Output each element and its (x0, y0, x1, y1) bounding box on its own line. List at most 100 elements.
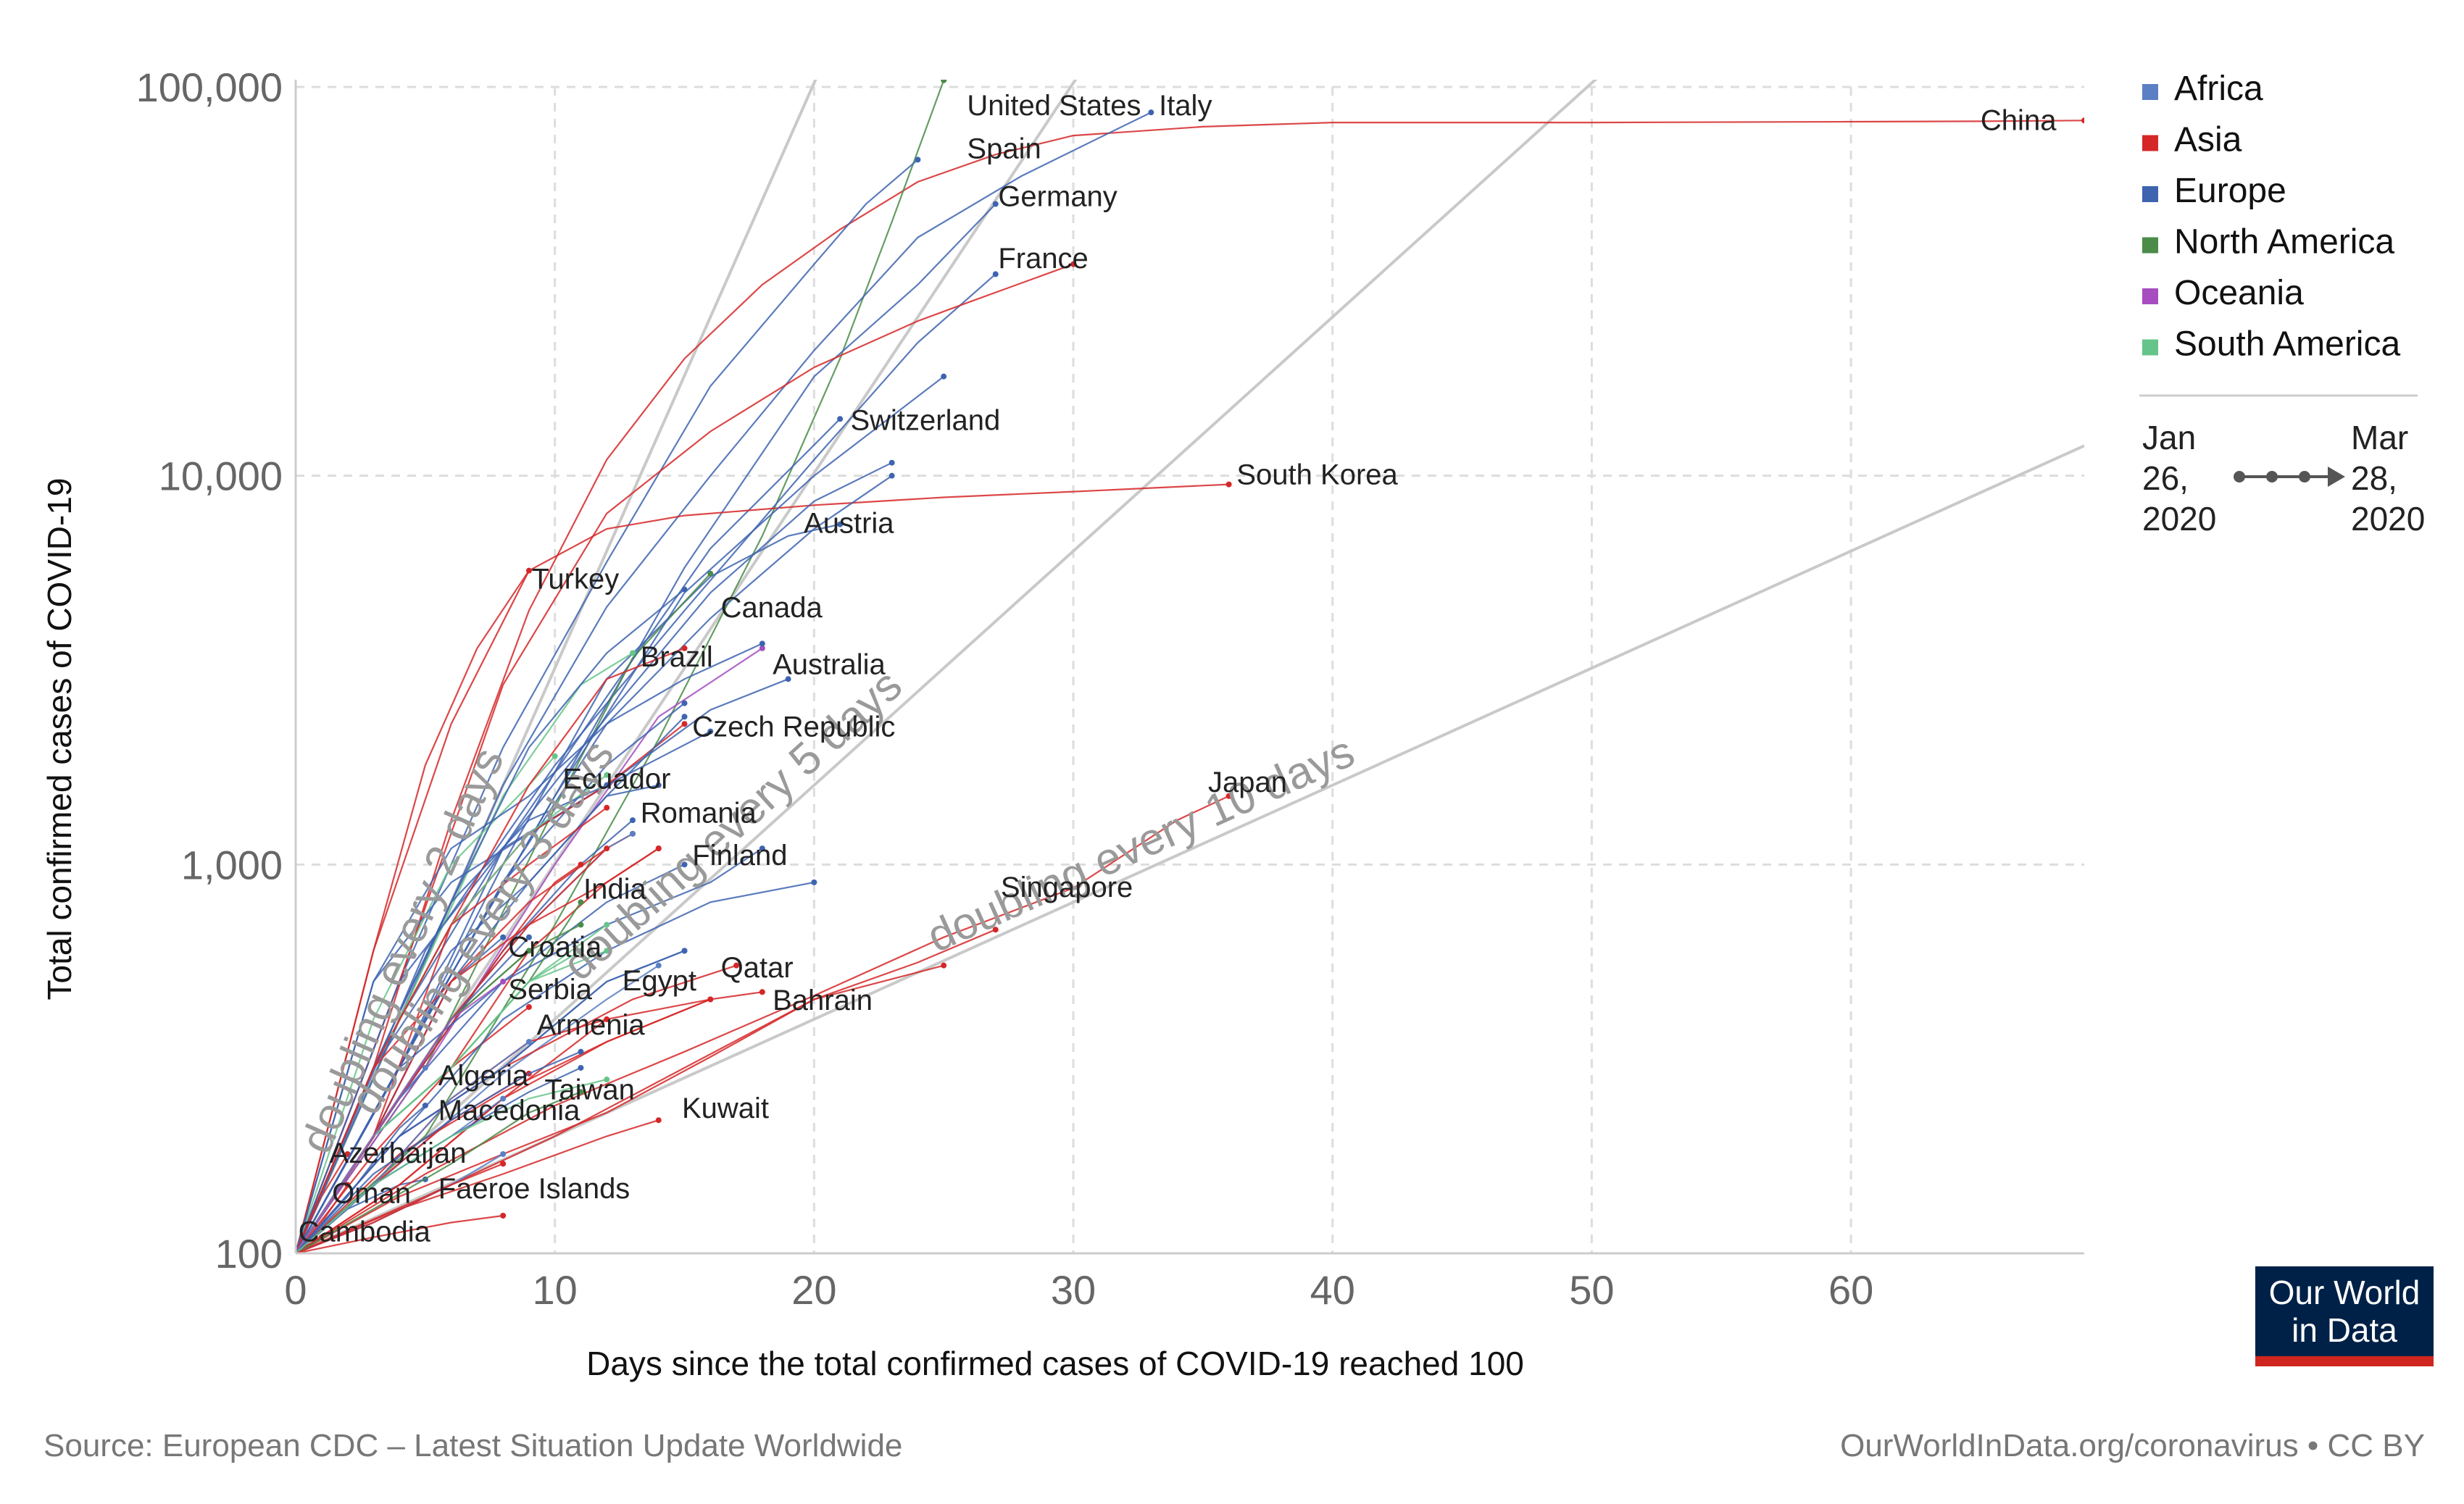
country-label: Czech Republic (692, 711, 895, 743)
country-label: Austria (804, 508, 894, 540)
country-label: France (998, 243, 1089, 275)
country-label: Finland (692, 840, 787, 872)
country-label: Singapore (1001, 872, 1133, 903)
country-label: Ecuador (562, 764, 670, 795)
series-end-point (681, 700, 688, 706)
series-line[interactable] (296, 929, 996, 1253)
series-end-point (837, 416, 844, 422)
source-url[interactable]: OurWorldInData.org/coronavirus • CC BY (1840, 1428, 2425, 1463)
country-label: Oman (332, 1177, 411, 1209)
legend-swatch (2142, 84, 2158, 100)
country-label: Cambodia (299, 1216, 431, 1248)
series-end-point (604, 804, 610, 811)
series-end-point (500, 1161, 507, 1167)
series-end-point (941, 373, 947, 380)
y-tick-label: 100,000 (136, 64, 283, 110)
country-label: Germany (998, 180, 1117, 212)
series-line[interactable] (296, 848, 763, 1253)
series-end-point (525, 948, 532, 954)
series-line[interactable] (296, 273, 996, 1253)
country-label: Egypt (623, 965, 696, 997)
series-end-point (604, 845, 610, 852)
series-end-point (629, 650, 636, 656)
series-end-point (888, 472, 895, 479)
legend[interactable]: Africa Asia Europe North America Oceania Sout… (2139, 70, 2418, 397)
series-line[interactable] (296, 80, 945, 1253)
legend-item[interactable]: South America (2174, 325, 2400, 364)
series-line[interactable] (296, 848, 659, 1253)
logo-line-2: in Data (2292, 1311, 2397, 1349)
series-line[interactable] (296, 159, 919, 1253)
series-line[interactable] (296, 1091, 581, 1253)
timeline-slider[interactable]: Jan 26, 2020 Mar 28, 2020 (2142, 419, 2425, 538)
series-end-point (759, 989, 765, 995)
country-label: Armenia (537, 1009, 646, 1041)
series-line[interactable] (296, 263, 1074, 1253)
series-end-point (629, 817, 636, 824)
series-end-point (759, 845, 765, 852)
country-label: Kuwait (682, 1093, 769, 1124)
country-label: Turkey (531, 563, 619, 595)
series-line[interactable] (296, 964, 944, 1253)
series-line[interactable] (296, 981, 504, 1253)
series-line[interactable] (296, 570, 530, 1253)
country-label: South Korea (1236, 459, 1398, 491)
country-label: Algeria (438, 1060, 529, 1092)
series-end-point (759, 645, 765, 651)
series-end-point (525, 567, 532, 574)
country-label: Brazil (641, 641, 713, 673)
legend-item[interactable]: Oceania (2174, 274, 2304, 312)
legend-item[interactable]: Africa (2174, 70, 2263, 108)
series-end-point (1225, 793, 1232, 799)
series-line[interactable] (296, 755, 556, 1253)
axes: 0 10 20 30 40 50 60 100 1,000 10,000 100,000 (136, 64, 2084, 1313)
owid-logo[interactable]: Our World in Data (2255, 1266, 2434, 1366)
y-tick-label: 100 (215, 1231, 283, 1277)
series-end-point (500, 1095, 507, 1102)
series-line[interactable] (296, 1050, 581, 1253)
series-end-point (1148, 109, 1154, 116)
series-line[interactable] (296, 795, 1230, 1253)
series-line[interactable] (296, 1163, 504, 1253)
series-line[interactable] (296, 964, 659, 1253)
series-end-point (681, 721, 688, 727)
series-line[interactable] (296, 120, 2084, 1253)
country-label: Switzerland (850, 405, 1000, 437)
series-line[interactable] (296, 1214, 504, 1253)
series-end-point (681, 645, 688, 651)
series-line[interactable] (296, 730, 711, 1253)
series-line[interactable] (296, 1078, 607, 1253)
series-end-point (915, 156, 921, 163)
country-label: Canada (721, 592, 823, 624)
slider-arrow-icon[interactable] (2328, 467, 2345, 487)
legend-item[interactable]: North America (2174, 223, 2394, 262)
country-label: Australia (773, 649, 886, 681)
series-line[interactable] (296, 112, 1152, 1253)
series-end-point (1070, 261, 1077, 267)
legend-item[interactable]: Europe (2174, 172, 2286, 210)
reference-line (296, 444, 2084, 1253)
series-end-point (655, 1117, 662, 1124)
series-end-point (604, 772, 610, 778)
series-line[interactable] (296, 950, 685, 1253)
country-series (296, 80, 2084, 1253)
series-end-point (604, 1016, 610, 1022)
series-end-point (707, 996, 714, 1003)
slider-dot[interactable] (2266, 471, 2278, 482)
source-note: Source: European CDC – Latest Situation … (43, 1428, 902, 1463)
y-tick-label: 10,000 (159, 454, 283, 499)
logo-line-1: Our World (2268, 1274, 2421, 1311)
series-line[interactable] (296, 375, 944, 1253)
series-end-point (707, 570, 714, 577)
slider-dot[interactable] (2234, 471, 2245, 482)
series-line[interactable] (296, 991, 762, 1253)
x-tick-label: 20 (791, 1267, 836, 1313)
slider-dot[interactable] (2299, 471, 2310, 482)
series-line[interactable] (296, 483, 1229, 1253)
reference-line-label: doubling every 10 days (920, 727, 1362, 962)
series-end-point (422, 1102, 428, 1108)
legend-item[interactable]: Asia (2174, 121, 2242, 159)
series-end-point (578, 1048, 584, 1055)
country-label: Serbia (508, 974, 592, 1006)
